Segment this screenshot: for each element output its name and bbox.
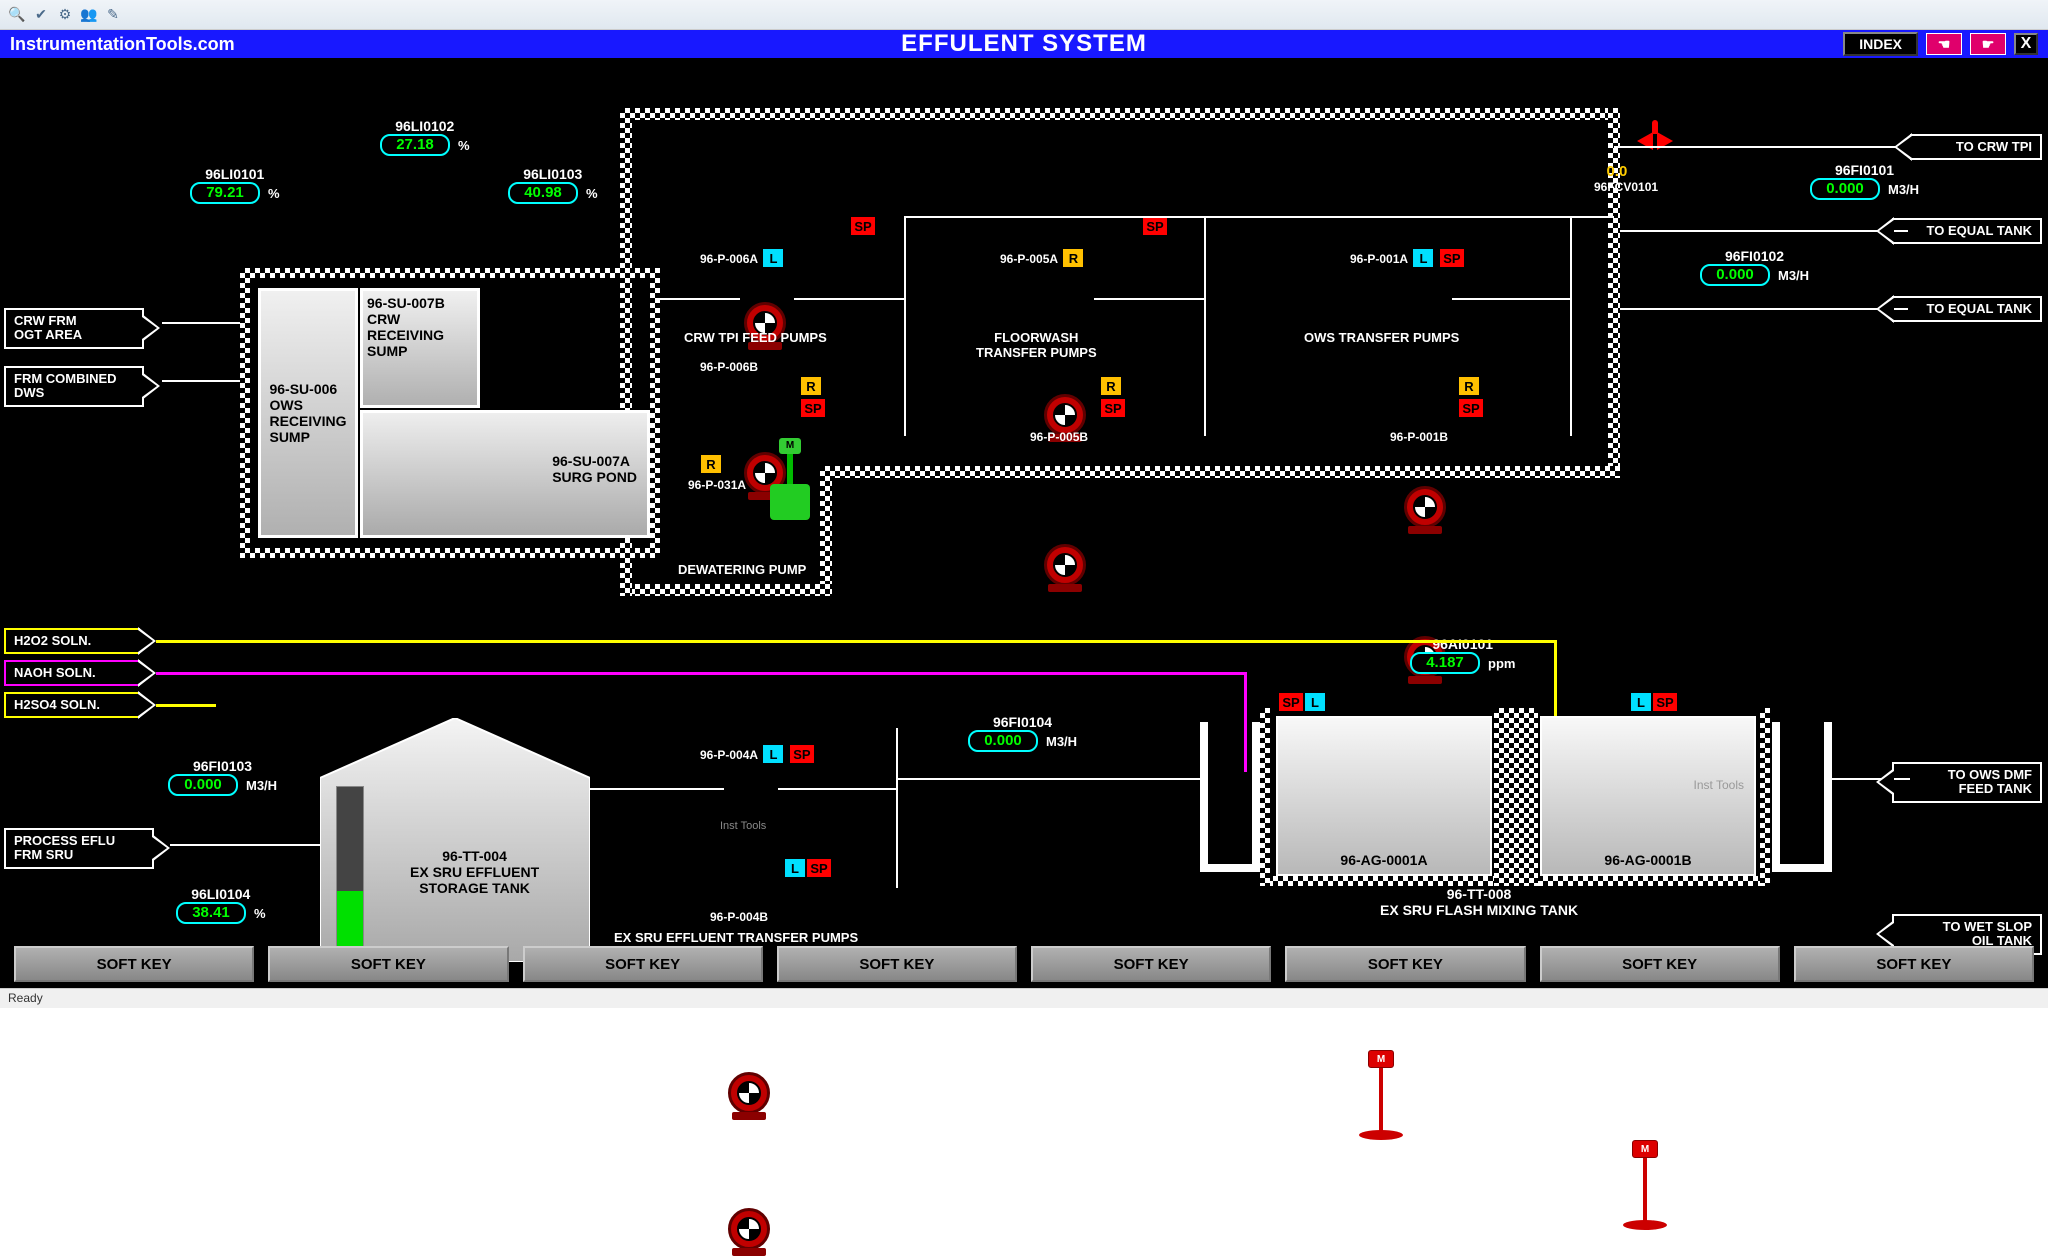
badge-l-6[interactable]: L — [1630, 692, 1652, 712]
sump-96-su-007b: 96-SU-007B CRW RECEIVING SUMP — [360, 288, 480, 408]
badge-sp-5[interactable]: SP — [1439, 248, 1465, 268]
tank-96-tt-004: 96-TT-004 EX SRU EFFLUENT STORAGE TANK — [320, 718, 590, 962]
tank-bracket-right — [1772, 722, 1832, 872]
pump-label-p006a: 96-P-006A — [700, 252, 758, 266]
readout-96fi0103[interactable]: 96FI0103 0.000M3/H — [168, 758, 277, 796]
readout-96fi0104[interactable]: 96FI0104 0.000M3/H — [968, 714, 1077, 752]
pump-label-p004a: 96-P-004A — [700, 748, 758, 762]
pump-label-p005a: 96-P-005A — [1000, 252, 1058, 266]
badge-r-5[interactable]: R — [700, 454, 722, 474]
arrow-h2o2: H2O2 SOLN. — [4, 628, 140, 654]
gear-icon[interactable]: ⚙ — [56, 6, 74, 24]
pump-96-p-031a[interactable]: M — [770, 438, 810, 520]
sump-96-su-006: 96-SU-006 OWS RECEIVING SUMP — [258, 288, 358, 538]
badge-l-3[interactable]: L — [762, 744, 784, 764]
badge-l-4[interactable]: L — [784, 858, 806, 878]
users-icon[interactable]: 👥 — [80, 6, 98, 24]
badge-sp-9[interactable]: SP — [1278, 692, 1304, 712]
badge-sp-8[interactable]: SP — [806, 858, 832, 878]
arrow-crw-frm-ogt: CRW FRM OGT AREA — [4, 308, 144, 349]
zoom-icon[interactable]: 🔍 — [8, 6, 26, 24]
pump-label-p001b: 96-P-001B — [1390, 430, 1448, 444]
arrow-h2so4: H2SO4 SOLN. — [4, 692, 140, 718]
tt008-label: 96-TT-008 EX SRU FLASH MIXING TANK — [1380, 886, 1578, 918]
arrow-to-equal-1: TO EQUAL TANK — [1892, 218, 2042, 244]
softkey-3[interactable]: SOFT KEY — [523, 946, 763, 982]
xfer-004-label: EX SRU EFFLUENT TRANSFER PUMPS — [614, 930, 858, 945]
valve-96fcv0101[interactable] — [1635, 128, 1675, 154]
sump-96-su-007a: 96-SU-007A SURG POND — [360, 410, 650, 538]
badge-sp[interactable]: SP — [850, 216, 876, 236]
readout-96li0103[interactable]: 96LI0103 40.98% — [508, 166, 598, 204]
close-button[interactable]: X — [2014, 33, 2038, 55]
prev-button[interactable]: ☚ — [1926, 33, 1962, 55]
edit-icon[interactable]: ✎ — [104, 6, 122, 24]
badge-sp-3[interactable]: SP — [1142, 216, 1168, 236]
softkey-7[interactable]: SOFT KEY — [1540, 946, 1780, 982]
pump-label-p004b: 96-P-004B — [710, 910, 768, 924]
toolbar: 🔍 ✔ ⚙ 👥 ✎ — [0, 0, 2048, 30]
readout-96li0101[interactable]: 96LI0101 79.21% — [190, 166, 280, 204]
pump-label-p031a: 96-P-031A — [688, 478, 746, 492]
softkey-1[interactable]: SOFT KEY — [14, 946, 254, 982]
badge-r-2[interactable]: R — [1062, 248, 1084, 268]
softkey-8[interactable]: SOFT KEY — [1794, 946, 2034, 982]
tank-ag-0001a: 96-AG-0001A — [1276, 716, 1492, 876]
badge-sp-7[interactable]: SP — [789, 744, 815, 764]
badge-sp-4[interactable]: SP — [1100, 398, 1126, 418]
arrow-naoh: NAOH SOLN. — [4, 660, 140, 686]
arrow-to-dmf: TO OWS DMF FEED TANK — [1892, 762, 2042, 803]
index-button[interactable]: INDEX — [1843, 32, 1918, 56]
softkey-4[interactable]: SOFT KEY — [777, 946, 1017, 982]
agitator-a[interactable]: M — [1374, 1050, 1388, 1140]
arrow-to-equal-2: TO EQUAL TANK — [1892, 296, 2042, 322]
status-bar: Ready — [0, 988, 2048, 1008]
softkey-6[interactable]: SOFT KEY — [1285, 946, 1525, 982]
badge-r-3[interactable]: R — [1100, 376, 1122, 396]
watermark: Inst Tools — [720, 820, 766, 832]
badge-l[interactable]: L — [762, 248, 784, 268]
check-icon[interactable]: ✔ — [32, 6, 50, 24]
pump-96-p-001a[interactable] — [1400, 484, 1450, 530]
readout-96li0102[interactable]: 96LI0102 27.18% — [380, 118, 470, 156]
tank-ag-0001b: Inst Tools 96-AG-0001B — [1540, 716, 1756, 876]
pump-label-p005b: 96-P-005B — [1030, 430, 1088, 444]
badge-sp-6[interactable]: SP — [1458, 398, 1484, 418]
badge-l-2[interactable]: L — [1412, 248, 1434, 268]
title-bar: InstrumentationTools.com EFFULENT SYSTEM… — [0, 30, 2048, 58]
softkey-bar: SOFT KEY SOFT KEY SOFT KEY SOFT KEY SOFT… — [0, 946, 2048, 982]
softkey-2[interactable]: SOFT KEY — [268, 946, 508, 982]
arrow-frm-combined-dws: FRM COMBINED DWS — [4, 366, 144, 407]
badge-sp-2[interactable]: SP — [800, 398, 826, 418]
pump-96-p-004b[interactable] — [724, 1206, 774, 1252]
mimic-canvas: 96-SU-006 OWS RECEIVING SUMP 96-SU-007B … — [0, 58, 2048, 988]
badge-sp-10[interactable]: SP — [1652, 692, 1678, 712]
next-button[interactable]: ☛ — [1970, 33, 2006, 55]
arrow-to-crw-tpi: TO CRW TPI — [1910, 134, 2042, 160]
floorwash-label: FLOORWASH TRANSFER PUMPS — [976, 330, 1097, 360]
readout-96fi0102[interactable]: 96FI0102 0.000M3/H — [1700, 248, 1809, 286]
arrow-process-eflu: PROCESS EFLU FRM SRU — [4, 828, 154, 869]
pump-96-p-005b[interactable] — [1040, 542, 1090, 588]
badge-r-4[interactable]: R — [1458, 376, 1480, 396]
page-title: EFFULENT SYSTEM — [901, 30, 1147, 58]
readout-96fcv0101[interactable]: 0.0% 96FCV0101 — [1594, 162, 1658, 194]
pump-label-p006b: 96-P-006B — [700, 360, 758, 374]
pump-label-p001a: 96-P-001A — [1350, 252, 1408, 266]
softkey-5[interactable]: SOFT KEY — [1031, 946, 1271, 982]
readout-96li0104[interactable]: 96LI0104 38.41% — [176, 886, 266, 924]
badge-r[interactable]: R — [800, 376, 822, 396]
site-name: InstrumentationTools.com — [10, 34, 235, 55]
readout-96fi0101[interactable]: 96FI0101 0.000M3/H — [1810, 162, 1919, 200]
ows-xfer-label: OWS TRANSFER PUMPS — [1304, 330, 1459, 345]
tank-bracket-left — [1200, 722, 1260, 872]
dewat-label: DEWATERING PUMP — [678, 562, 806, 577]
pump-96-p-004a[interactable] — [724, 1070, 774, 1116]
crw-tpi-label: CRW TPI FEED PUMPS — [684, 330, 827, 345]
badge-l-5[interactable]: L — [1304, 692, 1326, 712]
agitator-b[interactable]: M — [1638, 1140, 1652, 1230]
